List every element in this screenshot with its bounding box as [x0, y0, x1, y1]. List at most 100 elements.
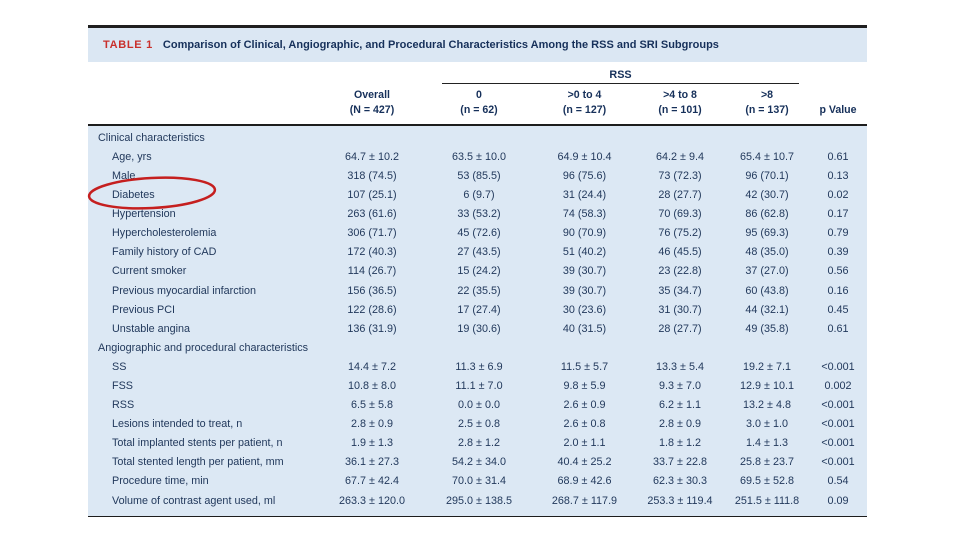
- cell-value: 0.0 ± 0.0: [458, 399, 500, 412]
- cell-value: 9.3 ± 7.0: [659, 380, 701, 393]
- row-label: Current smoker: [112, 265, 187, 278]
- cell-value: 39 (30.7): [562, 284, 607, 297]
- cell-value: 68.9 ± 42.6: [557, 475, 612, 488]
- cell-value: 31 (24.4): [562, 189, 607, 202]
- cell-value: 2.0 ± 1.1: [563, 437, 606, 450]
- row-label: Unstable angina: [112, 322, 191, 335]
- cell-value: 44 (32.1): [745, 303, 789, 316]
- table-row: Diabetes 107 (25.1) 6 (9.7) 31 (24.4) 28 (27…: [88, 186, 867, 205]
- cell-value: 51 (40.2): [562, 246, 607, 259]
- cell-value: 306 (71.7): [347, 227, 397, 240]
- cell-value: 30 (23.6): [562, 303, 607, 316]
- cell-value: 2.8 ± 0.9: [351, 418, 393, 431]
- cell-value: 2.6 ± 0.9: [563, 399, 606, 412]
- cell-value: 318 (74.5): [347, 169, 397, 182]
- cell-value: 0.16: [827, 284, 849, 297]
- row-label: RSS: [112, 399, 135, 412]
- table-1: TABLE 1 Comparison of Clinical, Angiogra…: [88, 25, 867, 517]
- cell-value: 96 (75.6): [562, 169, 607, 182]
- cell-value: 90 (70.9): [562, 227, 607, 240]
- cell-value: 1.8 ± 1.2: [659, 437, 701, 450]
- table-row: Volume of contrast agent used, ml 263.3 ±…: [88, 491, 867, 510]
- row-label: Procedure time, min: [112, 475, 209, 488]
- cell-value: 6 (9.7): [463, 189, 495, 202]
- table-body: Clinical characteristics Age, yrs 64.7 ± 1…: [88, 125, 867, 517]
- table-row: Previous PCI 122 (28.6) 17 (27.4) 30 (23.6)…: [88, 301, 867, 320]
- cell-value: 2.5 ± 0.8: [458, 418, 500, 431]
- cell-value: 22 (35.5): [457, 284, 501, 297]
- cell-value: 64.2 ± 9.4: [656, 150, 704, 163]
- cell-value: 3.0 ± 1.0: [746, 418, 788, 431]
- cell-value: 11.5 ± 5.7: [560, 360, 609, 373]
- table-row: Hypercholesterolemia 306 (71.7) 45 (72.6) 9…: [88, 224, 867, 243]
- cell-value: 28 (27.7): [658, 322, 702, 335]
- cell-value: 9.8 ± 5.9: [563, 380, 606, 393]
- section-row: Angiographic and procedural characterist…: [88, 339, 867, 358]
- cell-value: 172 (40.3): [347, 246, 397, 259]
- cell-value: 49 (35.8): [745, 322, 789, 335]
- column-header: Overall (N = 427): [349, 89, 395, 116]
- cell-value: 48 (35.0): [745, 246, 789, 259]
- cell-value: 36.1 ± 27.3: [345, 456, 399, 469]
- row-label: Lesions intended to treat, n: [112, 418, 243, 431]
- row-label: Total stented length per patient, mm: [112, 456, 284, 469]
- cell-value: 2.8 ± 0.9: [659, 418, 701, 431]
- cell-value: 54.2 ± 34.0: [452, 456, 506, 469]
- group-header-row: RSS: [88, 69, 867, 84]
- row-label: Hypercholesterolemia: [112, 227, 217, 240]
- column-header: >4 to 8 (n = 101): [658, 89, 702, 116]
- table-header: RSS Overall (N = 427) 0 (n = 62) >0 to 4 (n =…: [88, 62, 867, 126]
- cell-value: 67.7 ± 42.4: [345, 475, 399, 488]
- cell-value: 39 (30.7): [562, 265, 607, 278]
- table-row: Current smoker 114 (26.7) 15 (24.2) 39 (30.…: [88, 262, 867, 281]
- cell-value: 6.2 ± 1.1: [659, 399, 701, 412]
- cell-value: 33.7 ± 22.8: [653, 456, 707, 469]
- cell-value: 13.3 ± 5.4: [656, 360, 704, 373]
- column-header: 0 (n = 62): [460, 89, 498, 116]
- cell-value: 25.8 ± 23.7: [740, 456, 794, 469]
- row-label: Family history of CAD: [112, 246, 217, 259]
- section-row: Clinical characteristics: [88, 129, 867, 148]
- cell-value: 95 (69.3): [745, 227, 789, 240]
- cell-value: 69.5 ± 52.8: [740, 475, 794, 488]
- cell-value: 63.5 ± 10.0: [452, 150, 506, 163]
- cell-value: 62.3 ± 30.3: [653, 475, 707, 488]
- table-row: Family history of CAD 172 (40.3) 27 (43.5)…: [88, 243, 867, 262]
- cell-value: 0.45: [827, 303, 849, 316]
- cell-value: 253.3 ± 119.4: [647, 494, 713, 507]
- table-row: Hypertension 263 (61.6) 33 (53.2) 74 (58.3)…: [88, 205, 867, 224]
- cell-value: 136 (31.9): [347, 322, 397, 335]
- row-label: SS: [112, 360, 127, 373]
- cell-value: <0.001: [821, 437, 855, 450]
- cell-value: 19 (30.6): [457, 322, 501, 335]
- cell-value: 42 (30.7): [745, 189, 789, 202]
- column-header: p Value: [819, 103, 857, 116]
- cell-value: 1.4 ± 1.3: [746, 437, 788, 450]
- table-row: Male 318 (74.5) 53 (85.5) 96 (75.6) 73 (72.3…: [88, 167, 867, 186]
- section-label: Clinical characteristics: [98, 131, 205, 144]
- cell-value: 295.0 ± 138.5: [446, 494, 512, 507]
- cell-value: 65.4 ± 10.7: [740, 150, 794, 163]
- cell-value: 60 (43.8): [745, 284, 789, 297]
- cell-value: 73 (72.3): [658, 169, 702, 182]
- table-row: Age, yrs 64.7 ± 10.2 63.5 ± 10.0 64.9 ± 10.…: [88, 148, 867, 167]
- cell-value: 35 (34.7): [658, 284, 702, 297]
- cell-value: 28 (27.7): [658, 189, 702, 202]
- table-row: Procedure time, min 67.7 ± 42.4 70.0 ± 31.…: [88, 472, 867, 491]
- table-tag: TABLE 1: [103, 39, 153, 51]
- cell-value: 0.61: [827, 150, 849, 163]
- cell-value: 74 (58.3): [562, 208, 607, 221]
- cell-value: 0.54: [827, 475, 849, 488]
- cell-value: 0.79: [827, 227, 849, 240]
- cell-value: 70.0 ± 31.4: [452, 475, 506, 488]
- cell-value: 70 (69.3): [658, 208, 702, 221]
- cell-value: 27 (43.5): [457, 246, 501, 259]
- row-label: Age, yrs: [112, 150, 152, 163]
- cell-value: 96 (70.1): [745, 169, 789, 182]
- cell-value: 37 (27.0): [745, 265, 789, 278]
- row-label: FSS: [112, 380, 133, 393]
- cell-value: 0.09: [827, 494, 849, 507]
- cell-value: <0.001: [821, 360, 855, 373]
- cell-value: <0.001: [821, 456, 855, 469]
